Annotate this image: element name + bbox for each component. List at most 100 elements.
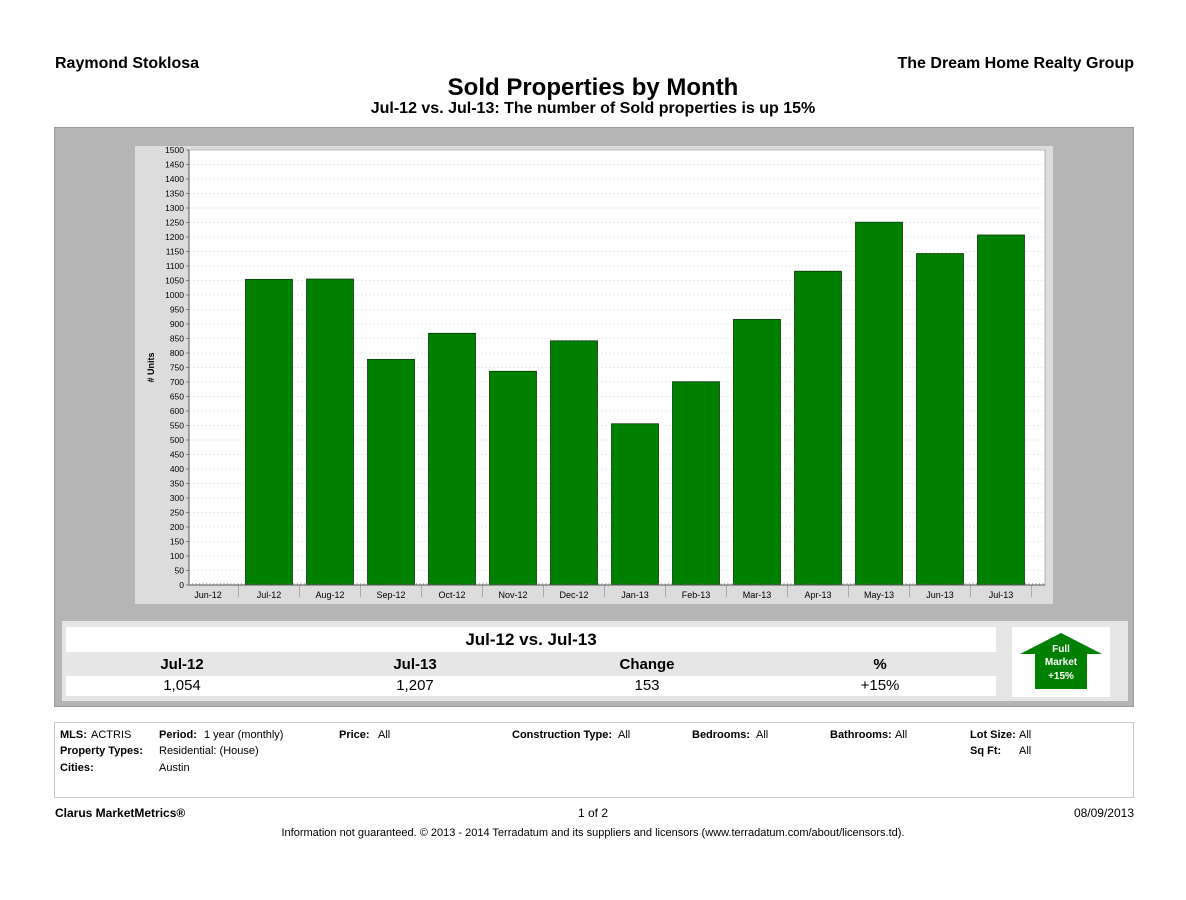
summary-header-percent: % (873, 656, 887, 673)
bar-dec-12 (550, 340, 598, 586)
x-tick-label: Dec-12 (559, 590, 588, 600)
bar-feb-13 (672, 381, 720, 586)
summary-title: Jul-12 vs. Jul-13 (66, 627, 996, 652)
criteria-cities-value: Austin (159, 762, 190, 774)
x-tick-label: Apr-13 (804, 590, 831, 600)
bar-may-13 (855, 221, 903, 586)
bar-apr-13 (794, 270, 842, 586)
criteria-lotsize-label: Lot Size: (970, 729, 1016, 741)
summary-value-change: 153 (634, 677, 660, 694)
footer-page-number: 1 of 2 (577, 806, 609, 820)
summary-header-change: Change (619, 656, 675, 673)
bar-jul-12 (245, 278, 293, 586)
y-tick-label: 200 (170, 522, 184, 532)
criteria-sqft-label: Sq Ft: (970, 745, 1002, 757)
y-tick-label: 150 (170, 537, 184, 547)
y-tick-label: 1150 (166, 247, 185, 257)
y-tick-label: 1000 (165, 290, 184, 300)
page-subtitle: Jul-12 vs. Jul-13: The number of Sold pr… (370, 100, 816, 117)
y-tick-label: 1450 (165, 160, 184, 170)
footer-disclaimer: Information not guaranteed. © 2013 - 201… (281, 827, 905, 839)
page-title: Sold Properties by Month (447, 74, 739, 101)
badge-line3: +15% (1048, 671, 1074, 682)
y-tick-label: 1250 (165, 218, 184, 228)
bar-sep-12 (367, 358, 415, 586)
summary-header-jul12: Jul-12 (160, 656, 204, 673)
x-tick-label: Jul-12 (257, 590, 282, 600)
company-name: The Dream Home Realty Group (897, 55, 1135, 72)
footer-date: 08/09/2013 (1073, 806, 1134, 820)
market-up-arrow-icon: Full Market +15% (1020, 633, 1102, 689)
y-tick-label: 650 (170, 392, 184, 402)
bar-nov-12 (489, 370, 537, 586)
y-tick-label: 550 (170, 421, 184, 431)
y-tick-label: 1050 (165, 276, 184, 286)
y-tick-label: 600 (170, 406, 184, 416)
x-tick-label: May-13 (864, 590, 894, 600)
x-tick-label: Sep-12 (376, 590, 405, 600)
y-tick-label: 1100 (166, 261, 185, 271)
x-tick-label: Oct-12 (438, 590, 465, 600)
criteria-period-label: Period: (159, 729, 197, 741)
criteria-panel (54, 722, 1134, 798)
y-tick-label: 250 (170, 508, 184, 518)
summary-value-row (66, 676, 996, 696)
criteria-mls-label: MLS: (60, 729, 87, 741)
y-tick-label: 450 (170, 450, 184, 460)
y-tick-label: 800 (170, 348, 184, 358)
criteria-price-label: Price: (339, 729, 370, 741)
y-tick-label: 1350 (165, 189, 184, 199)
summary-value-jul13: 1,207 (396, 677, 434, 694)
x-tick-label: Jun-13 (926, 590, 954, 600)
y-tick-label: 1200 (165, 232, 184, 242)
bar-mar-13 (733, 318, 781, 586)
criteria-bedrooms-label: Bedrooms: (692, 729, 751, 741)
bar-jul-13 (977, 234, 1025, 586)
badge-line2: Market (1045, 657, 1078, 668)
criteria-ptype-value: Residential: (House) (159, 745, 259, 757)
agent-name: Raymond Stoklosa (55, 55, 200, 72)
y-tick-label: 950 (170, 305, 184, 315)
summary-value-jul12: 1,054 (163, 677, 201, 694)
bar-aug-12 (306, 278, 354, 586)
criteria-bedrooms-value: All (756, 729, 769, 741)
badge-arrow-shape (1020, 633, 1102, 689)
y-tick-label: 0 (179, 580, 184, 590)
x-tick-label: Aug-12 (315, 590, 344, 600)
criteria-cities-label: Cities: (60, 762, 94, 774)
summary-value-percent: +15% (860, 677, 900, 694)
criteria-period-value: 1 year (monthly) (204, 729, 284, 741)
y-tick-label: 700 (170, 377, 184, 387)
badge-line1: Full (1052, 644, 1070, 655)
sold-properties-chart: 0 50 100 150 200 250 300 350 400 450 500 550 600 650 7… (146, 146, 1046, 600)
criteria-ptype-label: Property Types: (60, 745, 143, 757)
y-tick-label: 100 (170, 551, 184, 561)
criteria-sqft-value: All (1019, 745, 1032, 757)
y-tick-label: 750 (170, 363, 184, 373)
criteria-construction-label: Construction Type: (512, 729, 613, 741)
bar-oct-12 (428, 332, 476, 586)
y-tick-label: 1400 (165, 174, 184, 184)
criteria-lotsize-value: All (1019, 729, 1032, 741)
footer-brand: Clarus MarketMetrics® (55, 806, 186, 820)
y-tick-label: 1300 (165, 203, 184, 213)
y-tick-label: 300 (170, 493, 184, 503)
y-tick-label: 400 (170, 464, 184, 474)
y-tick-label: 50 (175, 566, 185, 576)
x-tick-label: Jan-13 (621, 590, 649, 600)
bar-jan-13 (611, 423, 659, 586)
x-tick-label: Nov-12 (498, 590, 527, 600)
y-tick-label: 850 (170, 334, 184, 344)
x-tick-label: Feb-13 (682, 590, 711, 600)
y-tick-label: 350 (170, 479, 184, 489)
bar-jun-13 (916, 253, 964, 586)
x-tick-label: Jun-12 (194, 590, 222, 600)
x-tick-label: Jul-13 (989, 590, 1014, 600)
y-tick-label: 900 (170, 319, 184, 329)
y-tick-label: 1500 (165, 146, 184, 155)
y-tick-label: 500 (170, 435, 184, 445)
criteria-construction-value: All (618, 729, 631, 741)
criteria-mls-value: ACTRIS (91, 729, 132, 741)
summary-header-jul13: Jul-13 (393, 656, 437, 673)
criteria-bathrooms-value: All (895, 729, 908, 741)
